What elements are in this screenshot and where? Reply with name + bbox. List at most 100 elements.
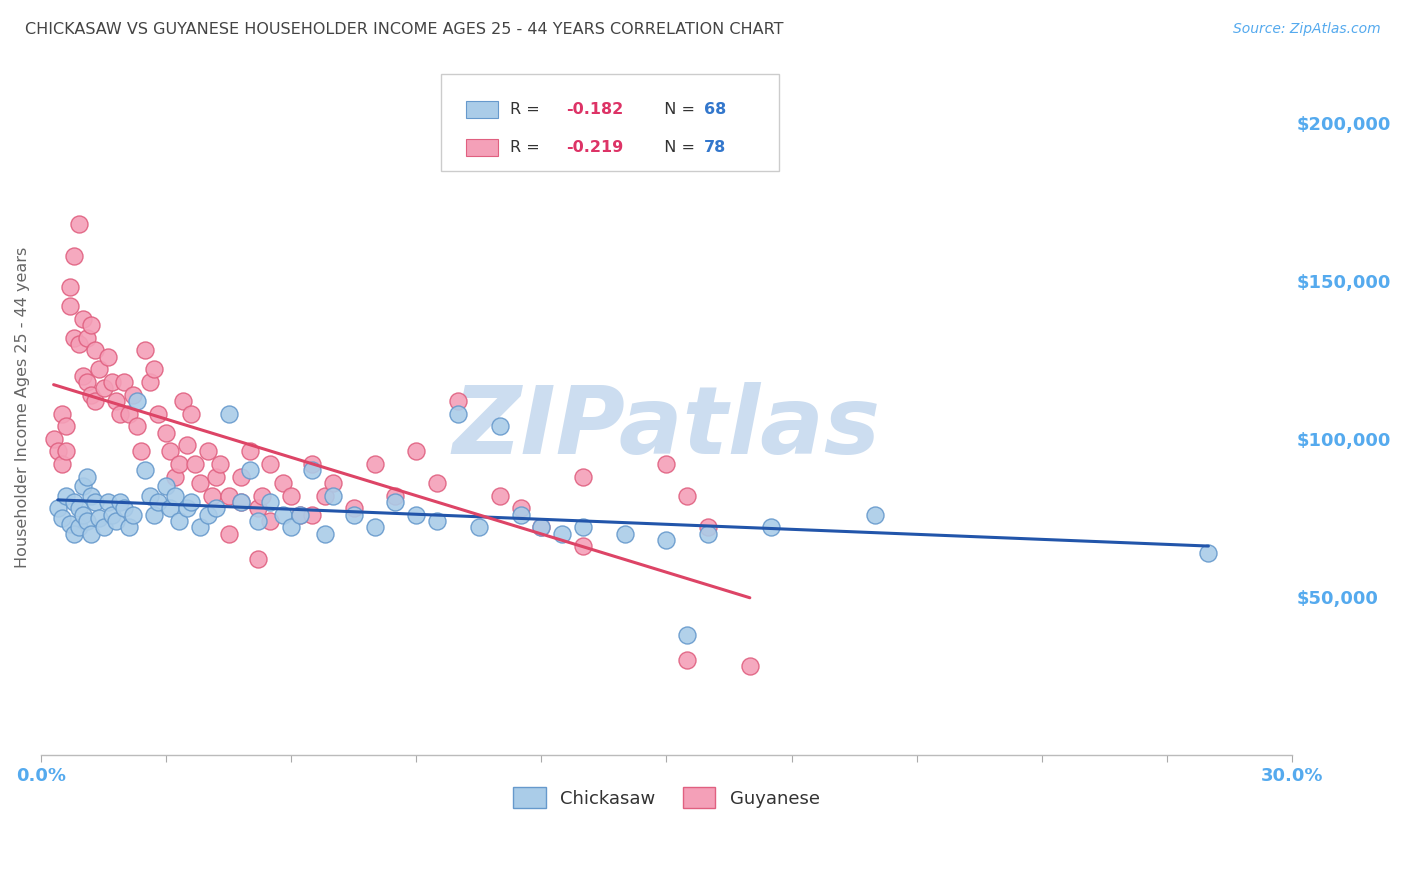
FancyBboxPatch shape: [467, 138, 498, 156]
Text: CHICKASAW VS GUYANESE HOUSEHOLDER INCOME AGES 25 - 44 YEARS CORRELATION CHART: CHICKASAW VS GUYANESE HOUSEHOLDER INCOME…: [25, 22, 783, 37]
Point: [314, 489, 336, 503]
Point: [759, 520, 782, 534]
Point: [613, 526, 636, 541]
Text: R =: R =: [510, 103, 546, 117]
Point: [231, 470, 253, 484]
Point: [322, 489, 344, 503]
Point: [676, 653, 699, 667]
Point: [218, 407, 240, 421]
Point: [363, 457, 385, 471]
Point: [51, 457, 73, 471]
Point: [72, 479, 94, 493]
Point: [259, 495, 281, 509]
Point: [89, 511, 111, 525]
Point: [259, 514, 281, 528]
Point: [142, 508, 165, 522]
Point: [55, 444, 77, 458]
Point: [201, 489, 224, 503]
Point: [363, 520, 385, 534]
Point: [142, 362, 165, 376]
Point: [93, 520, 115, 534]
Point: [176, 438, 198, 452]
Point: [89, 362, 111, 376]
Point: [63, 495, 86, 509]
Point: [188, 476, 211, 491]
Point: [655, 457, 678, 471]
Point: [509, 508, 531, 522]
Point: [530, 520, 553, 534]
Point: [67, 337, 90, 351]
Point: [72, 508, 94, 522]
Point: [314, 526, 336, 541]
Point: [80, 318, 103, 332]
Point: [97, 350, 120, 364]
Point: [209, 457, 232, 471]
Text: N =: N =: [654, 140, 700, 154]
Point: [76, 375, 98, 389]
Point: [76, 470, 98, 484]
Point: [118, 407, 141, 421]
Point: [231, 495, 253, 509]
Point: [59, 299, 82, 313]
Point: [271, 508, 294, 522]
Point: [76, 514, 98, 528]
Point: [125, 393, 148, 408]
Point: [250, 489, 273, 503]
Point: [197, 444, 219, 458]
Point: [59, 280, 82, 294]
Point: [301, 463, 323, 477]
Point: [46, 501, 69, 516]
Point: [97, 495, 120, 509]
Point: [114, 375, 136, 389]
Point: [114, 501, 136, 516]
Point: [259, 457, 281, 471]
Point: [676, 628, 699, 642]
Point: [67, 520, 90, 534]
FancyBboxPatch shape: [441, 73, 779, 171]
Point: [447, 407, 470, 421]
Text: 68: 68: [704, 103, 727, 117]
Point: [55, 489, 77, 503]
Point: [218, 526, 240, 541]
Point: [93, 381, 115, 395]
Text: -0.182: -0.182: [567, 103, 624, 117]
Point: [84, 393, 107, 408]
Point: [188, 520, 211, 534]
Point: [110, 495, 132, 509]
Point: [67, 501, 90, 516]
Point: [105, 514, 128, 528]
Point: [59, 517, 82, 532]
Point: [231, 495, 253, 509]
Y-axis label: Householder Income Ages 25 - 44 years: Householder Income Ages 25 - 44 years: [15, 246, 30, 568]
Point: [218, 489, 240, 503]
Point: [197, 508, 219, 522]
Point: [146, 495, 169, 509]
Text: ZIPatlas: ZIPatlas: [453, 382, 880, 475]
Point: [155, 479, 177, 493]
Point: [134, 343, 156, 358]
Point: [84, 343, 107, 358]
Point: [51, 511, 73, 525]
Point: [80, 489, 103, 503]
Point: [167, 457, 190, 471]
Point: [72, 368, 94, 383]
Point: [80, 526, 103, 541]
Point: [488, 419, 510, 434]
Point: [42, 432, 65, 446]
Point: [155, 425, 177, 440]
Point: [551, 526, 574, 541]
Point: [301, 457, 323, 471]
Point: [676, 489, 699, 503]
Text: 78: 78: [704, 140, 727, 154]
Point: [509, 501, 531, 516]
Point: [138, 375, 160, 389]
Point: [238, 444, 260, 458]
Point: [138, 489, 160, 503]
Point: [322, 476, 344, 491]
Point: [343, 501, 366, 516]
Point: [46, 444, 69, 458]
Point: [67, 217, 90, 231]
Point: [405, 508, 427, 522]
Point: [280, 520, 302, 534]
Point: [180, 407, 202, 421]
